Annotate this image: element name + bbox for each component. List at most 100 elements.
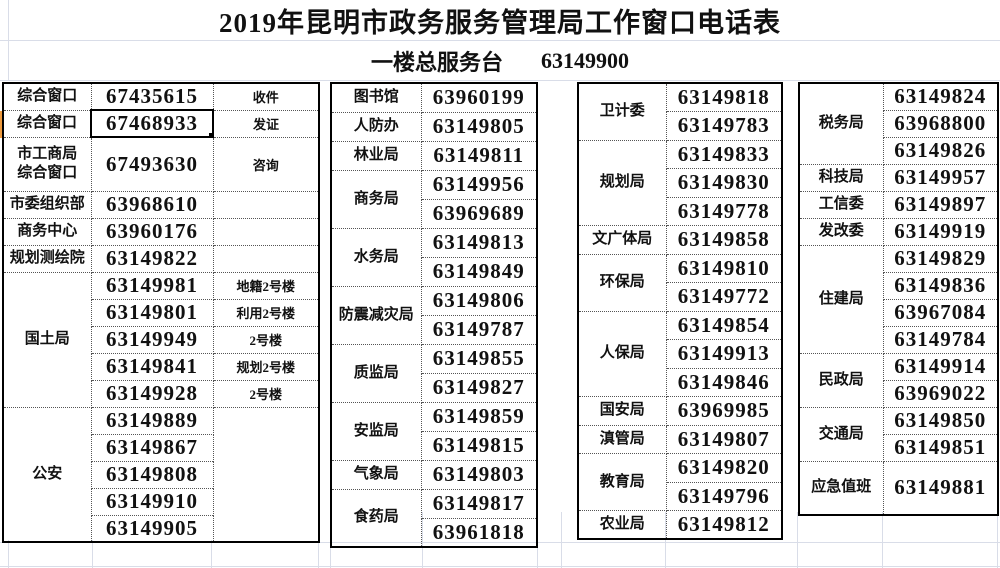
- dept-cell[interactable]: 民政局: [798, 352, 884, 408]
- note-cell[interactable]: [212, 406, 320, 543]
- phone-cell[interactable]: 67493630: [90, 136, 214, 192]
- dept-cell[interactable]: 文广体局: [577, 225, 667, 255]
- phone-cell[interactable]: 63149858: [665, 225, 783, 255]
- dept-cell[interactable]: 图书馆: [330, 82, 422, 113]
- phone-cell[interactable]: 63968800: [882, 109, 999, 138]
- phone-cell[interactable]: 63149820: [665, 453, 783, 483]
- dept-cell[interactable]: 水务局: [330, 227, 422, 287]
- phone-cell[interactable]: 67435615: [90, 82, 214, 111]
- note-cell[interactable]: [212, 217, 320, 246]
- phone-cell[interactable]: 63149811: [420, 140, 538, 171]
- phone-cell[interactable]: 63149803: [420, 459, 538, 490]
- dept-cell[interactable]: 科技局: [798, 163, 884, 192]
- dept-cell[interactable]: 安监局: [330, 401, 422, 461]
- phone-cell[interactable]: 63967084: [882, 298, 999, 327]
- phone-cell[interactable]: 63149813: [420, 227, 538, 258]
- dept-cell[interactable]: 公安: [2, 406, 92, 543]
- phone-cell[interactable]: 63149783: [665, 111, 783, 141]
- phone-cell[interactable]: 63149850: [882, 406, 999, 435]
- dept-cell[interactable]: 人保局: [577, 310, 667, 397]
- phone-cell[interactable]: 63149778: [665, 196, 783, 226]
- phone-cell[interactable]: 63149787: [420, 314, 538, 345]
- phone-cell[interactable]: 63968610: [90, 190, 214, 219]
- phone-cell[interactable]: 63149905: [90, 514, 214, 543]
- phone-cell[interactable]: 63149854: [665, 310, 783, 340]
- phone-cell[interactable]: 63149949: [90, 325, 214, 354]
- dept-cell[interactable]: 市工商局 综合窗口: [2, 136, 92, 192]
- phone-cell[interactable]: 63961818: [420, 517, 538, 548]
- phone-cell[interactable]: 63960176: [90, 217, 214, 246]
- phone-cell[interactable]: 63149897: [882, 190, 999, 219]
- dept-cell[interactable]: 规划局: [577, 139, 667, 226]
- phone-cell[interactable]: 63149913: [665, 339, 783, 369]
- phone-cell[interactable]: 63149817: [420, 488, 538, 519]
- note-cell[interactable]: 咨询: [212, 136, 320, 192]
- phone-cell[interactable]: 63960199: [420, 82, 538, 113]
- phone-cell[interactable]: 63149849: [420, 256, 538, 287]
- dept-cell[interactable]: 防震减灾局: [330, 285, 422, 345]
- phone-cell[interactable]: 63149889: [90, 406, 214, 435]
- dept-cell[interactable]: 人防办: [330, 111, 422, 142]
- phone-cell[interactable]: 63149784: [882, 325, 999, 354]
- phone-cell[interactable]: 63149833: [665, 139, 783, 169]
- phone-cell[interactable]: 63149818: [665, 82, 783, 112]
- dept-cell[interactable]: 交通局: [798, 406, 884, 462]
- dept-cell[interactable]: 环保局: [577, 253, 667, 312]
- dept-cell[interactable]: 食药局: [330, 488, 422, 548]
- phone-cell[interactable]: 63149806: [420, 285, 538, 316]
- phone-cell[interactable]: 63149914: [882, 352, 999, 381]
- phone-cell[interactable]: 63149830: [665, 168, 783, 198]
- dept-cell[interactable]: 工信委: [798, 190, 884, 219]
- phone-cell-selected[interactable]: 67468933: [90, 109, 214, 138]
- dept-cell[interactable]: 林业局: [330, 140, 422, 171]
- phone-cell[interactable]: 63149824: [882, 82, 999, 111]
- phone-cell[interactable]: 63149810: [665, 253, 783, 283]
- phone-cell[interactable]: 63149812: [665, 510, 783, 540]
- phone-cell[interactable]: 63149815: [420, 430, 538, 461]
- phone-cell[interactable]: 63149827: [420, 372, 538, 403]
- phone-cell[interactable]: 63149772: [665, 282, 783, 312]
- phone-cell[interactable]: 63149981: [90, 271, 214, 300]
- dept-cell[interactable]: 综合窗口: [2, 82, 92, 111]
- dept-cell[interactable]: 商务局: [330, 169, 422, 229]
- dept-cell[interactable]: 规划测绘院: [2, 244, 92, 273]
- phone-cell[interactable]: 63149822: [90, 244, 214, 273]
- phone-cell[interactable]: 63149881: [882, 460, 999, 516]
- note-cell[interactable]: [212, 244, 320, 273]
- phone-cell[interactable]: 63969689: [420, 198, 538, 229]
- phone-cell[interactable]: 63149956: [420, 169, 538, 200]
- dept-cell[interactable]: 国安局: [577, 396, 667, 426]
- dept-cell[interactable]: 滇管局: [577, 424, 667, 454]
- note-cell[interactable]: 利用2号楼: [212, 298, 320, 327]
- phone-cell[interactable]: 63149808: [90, 460, 214, 489]
- dept-cell[interactable]: 住建局: [798, 244, 884, 354]
- phone-cell[interactable]: 63149859: [420, 401, 538, 432]
- phone-cell[interactable]: 63149805: [420, 111, 538, 142]
- phone-cell[interactable]: 63149826: [882, 136, 999, 165]
- note-cell[interactable]: [212, 190, 320, 219]
- phone-cell[interactable]: 63149867: [90, 433, 214, 462]
- phone-cell[interactable]: 63149796: [665, 481, 783, 511]
- phone-cell[interactable]: 63149855: [420, 343, 538, 374]
- phone-cell[interactable]: 63149829: [882, 244, 999, 273]
- dept-cell[interactable]: 应急值班: [798, 460, 884, 516]
- page-title[interactable]: 2019年昆明市政务服务管理局工作窗口电话表: [219, 7, 781, 38]
- dept-cell[interactable]: 农业局: [577, 510, 667, 540]
- phone-cell[interactable]: 63969022: [882, 379, 999, 408]
- note-cell[interactable]: 2号楼: [212, 379, 320, 408]
- note-cell[interactable]: 收件: [212, 82, 320, 111]
- dept-cell[interactable]: 卫计委: [577, 82, 667, 141]
- service-desk-row[interactable]: 一楼总服务台 63149900: [0, 40, 1000, 81]
- dept-cell[interactable]: 综合窗口: [2, 109, 92, 138]
- phone-cell[interactable]: 63149807: [665, 424, 783, 454]
- note-cell[interactable]: 地籍2号楼: [212, 271, 320, 300]
- phone-cell[interactable]: 63969985: [665, 396, 783, 426]
- phone-cell[interactable]: 63149836: [882, 271, 999, 300]
- dept-cell[interactable]: 发改委: [798, 217, 884, 246]
- phone-cell[interactable]: 63149846: [665, 367, 783, 397]
- phone-cell[interactable]: 63149851: [882, 433, 999, 462]
- phone-cell[interactable]: 63149928: [90, 379, 214, 408]
- dept-cell[interactable]: 税务局: [798, 82, 884, 165]
- note-cell[interactable]: 2号楼: [212, 325, 320, 354]
- phone-cell[interactable]: 63149910: [90, 487, 214, 516]
